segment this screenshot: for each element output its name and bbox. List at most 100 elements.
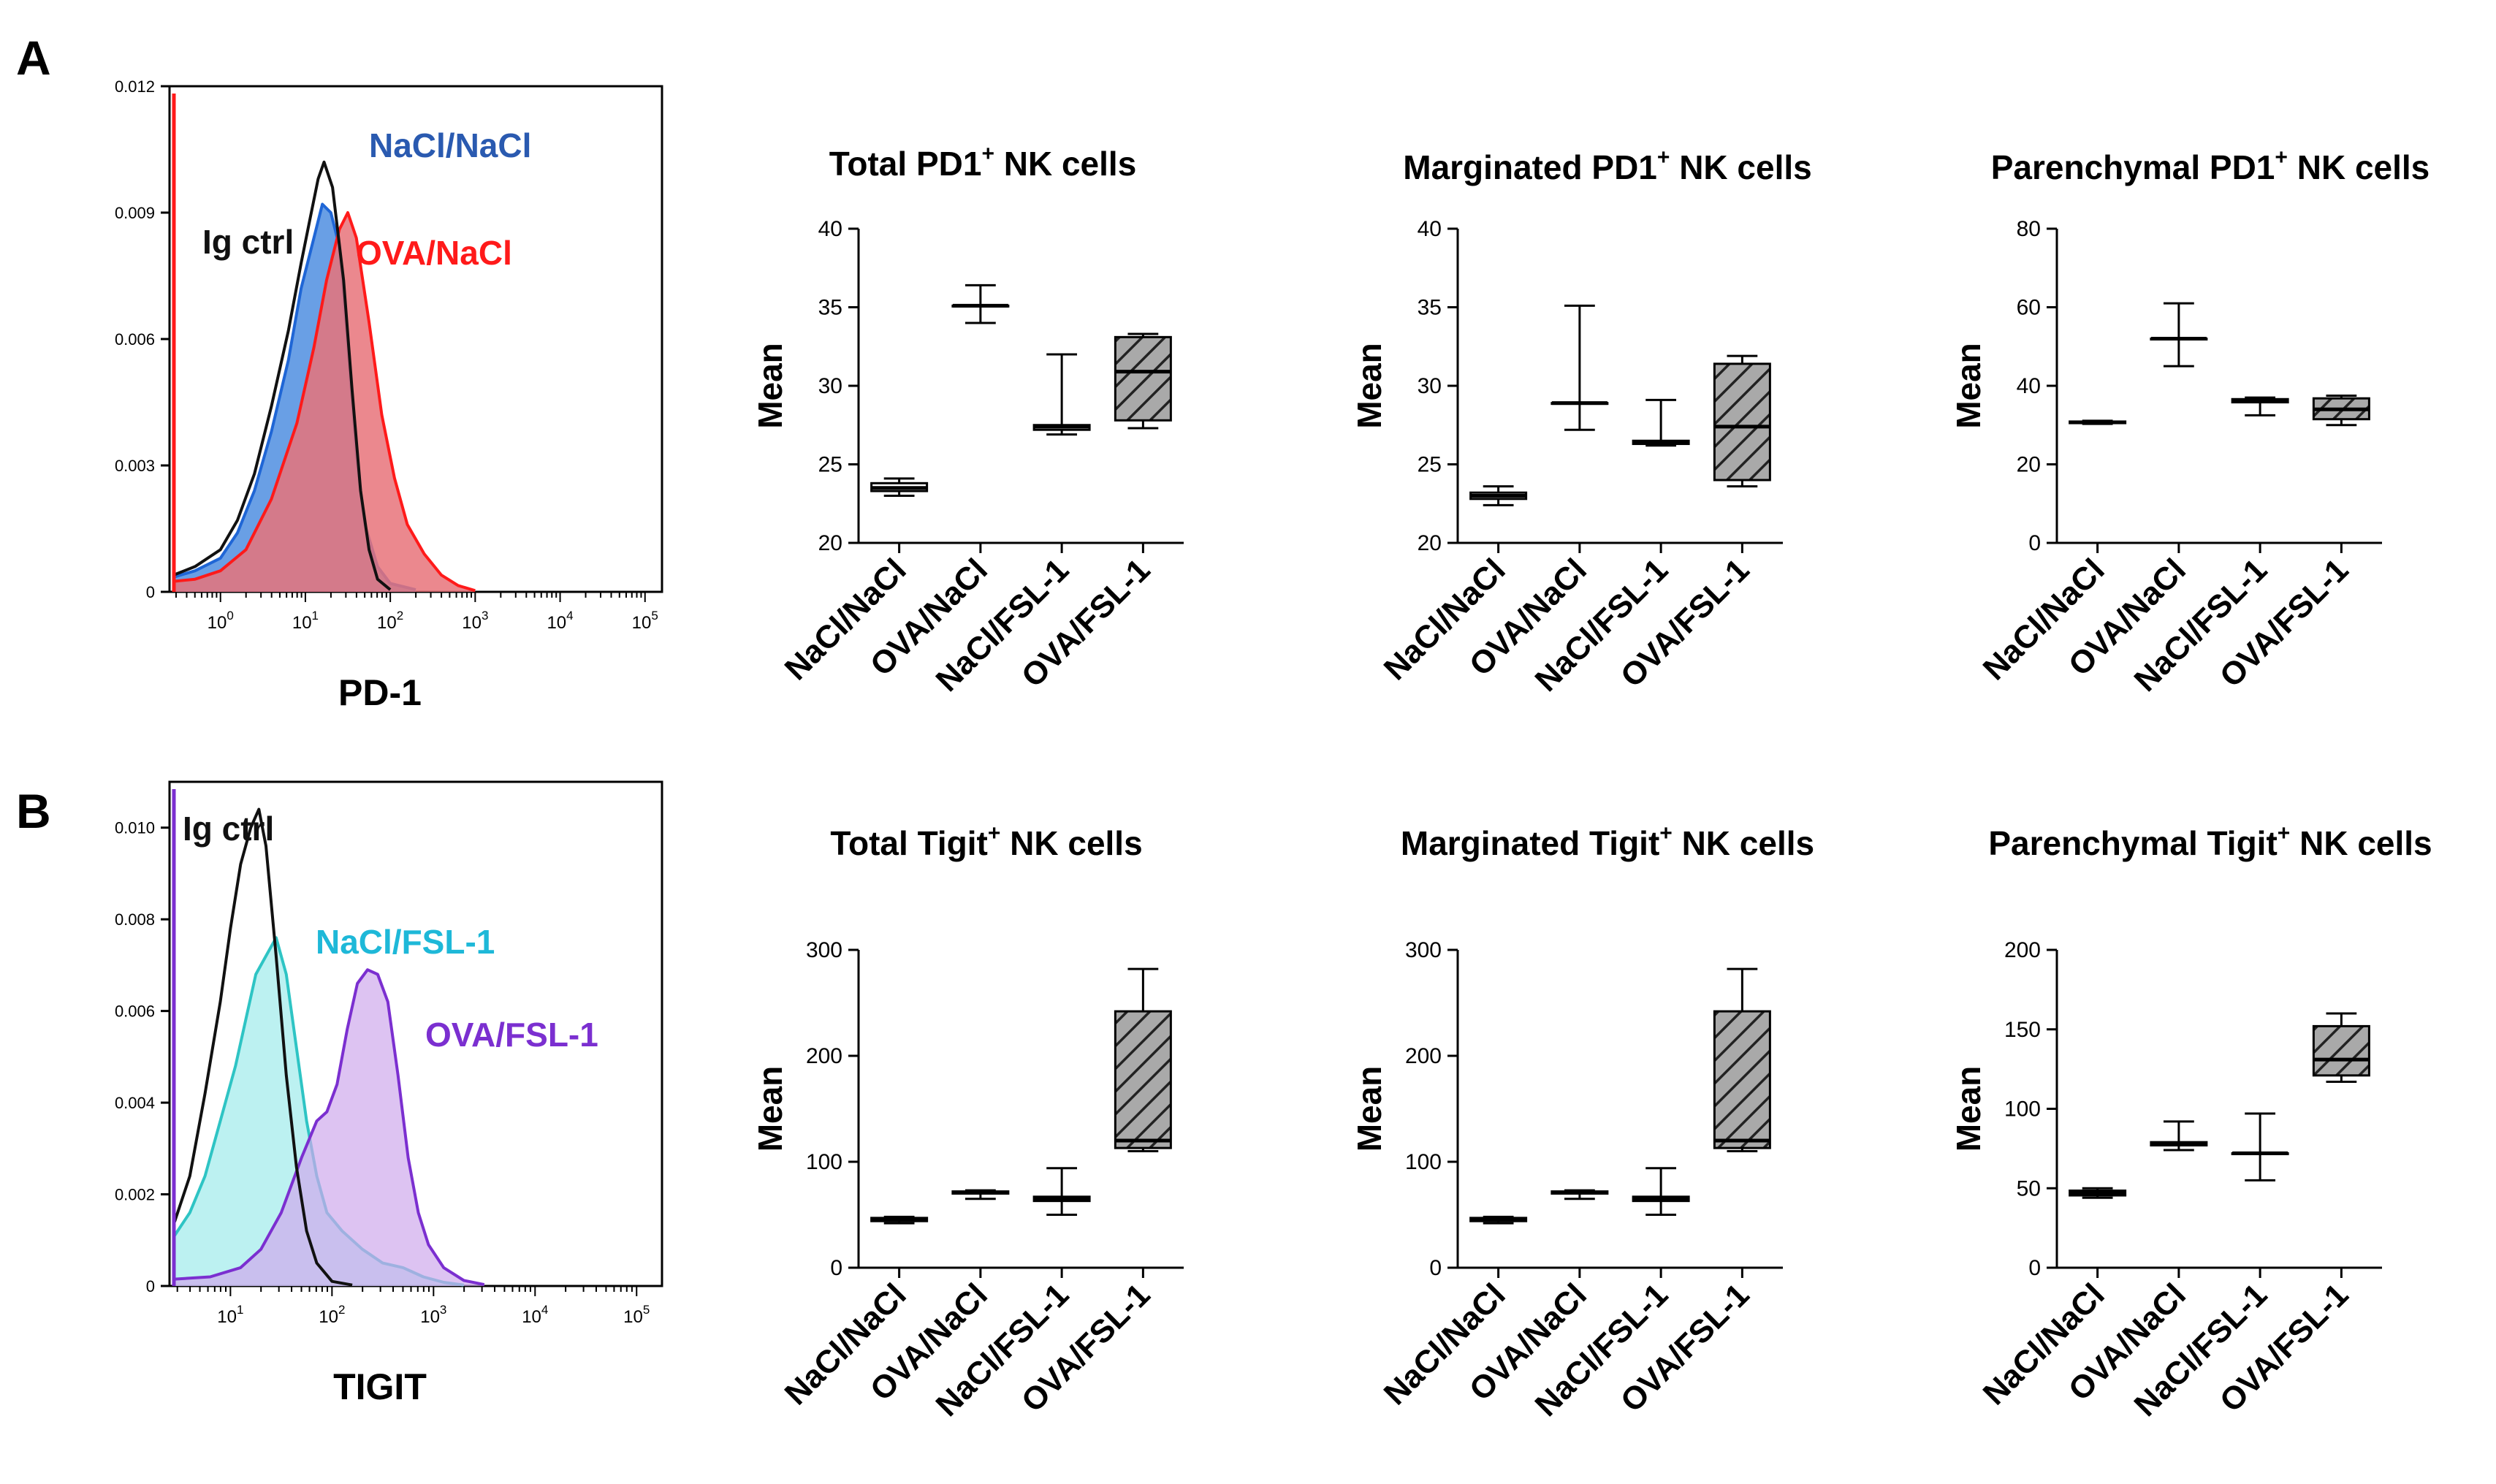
box-element [2231,396,2289,416]
box-element [1469,1215,1528,1225]
y-tick-label: 300 [1405,938,1442,962]
box-element [1032,353,1091,436]
y-tick-label: 150 [2004,1018,2041,1042]
y-tick-label: 20 [1418,531,1442,555]
y-axis-label: Mean [1350,1066,1388,1152]
y-tick-label: 30 [1418,374,1442,398]
box-element [870,1215,929,1225]
x-tick-base: 10 [623,1307,643,1327]
chart-title-suffix: NK cells [994,145,1136,183]
chart-title-sup: + [1659,821,1673,845]
series-area-0 [174,937,464,1286]
y-tick-label: 300 [806,938,842,962]
x-tick-label: 103 [462,609,488,633]
x-tick-base: 10 [462,613,482,633]
boxplot-parenchymal-pd1: Parenchymal PD1+ NK cells020406080MeanNa… [1949,145,2430,699]
x-tick-exp: 0 [227,609,233,623]
y-tick-label: 0 [146,583,155,601]
boxplot-total-tigit: Total Tigit+ NK cells0100200300MeanNaCl/… [751,821,1184,1423]
y-tick-label: 0 [2028,531,2041,555]
x-tick-label: 102 [319,1303,345,1327]
x-tick-base: 10 [319,1307,338,1327]
y-tick-label: 100 [2004,1097,2041,1122]
y-tick-label: 20 [2017,453,2041,477]
x-tick-exp: 2 [338,1303,345,1317]
y-tick-label: 100 [1405,1150,1442,1174]
y-tick-label: 25 [818,453,842,477]
box-element [951,284,1010,324]
boxplot-parenchymal-tigit: Parenchymal Tigit+ NK cells 0 50 100 150 200 M… [1949,821,2432,1423]
legend-entry: OVA/FSL-1 [425,1016,598,1054]
boxplot-marginated-pd1: Marginated PD1+ NK cells2025303540MeanNa… [1350,145,1812,699]
x-tick-base: 10 [632,613,652,633]
x-tick-label: 105 [632,609,658,633]
y-tick-label: 0 [1429,1256,1442,1280]
box-iqr [2312,1024,2370,1077]
box-element [2150,1120,2208,1152]
y-tick-label: 25 [1418,453,1442,477]
x-axis-label: PD-1 [338,672,422,713]
x-tick-base: 10 [292,613,312,633]
chart-title-sup: + [2278,821,2291,845]
chart-title: Total PD1+ NK cells [829,142,1137,183]
box-element [1551,1189,1609,1200]
y-tick-label: 0.008 [115,910,155,929]
panel-label-b: B [16,784,51,838]
x-tick-exp: 3 [440,1303,446,1317]
y-tick-label: 35 [818,296,842,320]
series-line-2 [173,160,392,591]
box-element [2069,419,2127,425]
x-tick-label: 102 [377,609,403,633]
x-tick-base: 10 [547,613,566,633]
x-tick-exp: 1 [237,1303,243,1317]
x-tick-label: 104 [547,609,573,633]
box-element [1713,354,1771,488]
x-tick-label: 100 [208,609,234,633]
y-tick-label: 0.004 [115,1094,155,1112]
x-tick-exp: 4 [541,1303,548,1317]
series-line-2 [173,807,353,1287]
box-element [2150,302,2208,368]
y-tick-label: 40 [818,217,842,241]
box-element [1114,332,1172,430]
chart-title: Parenchymal Tigit+ NK cells [1988,821,2432,862]
y-tick-label: 200 [2004,938,2041,962]
y-tick-label: 40 [1418,217,1442,241]
x-tick-exp: 3 [482,609,488,623]
boxplot-total-pd1: Total PD1+ NK cells2025303540MeanNaCl/Na… [751,142,1184,699]
box-element [2312,1012,2370,1084]
chart-title-main: Parenchymal PD1 [1991,148,2275,186]
x-tick-base: 10 [217,1307,237,1327]
y-tick-label: 80 [2017,217,2041,241]
legend-entry: NaCl/FSL-1 [316,923,495,961]
box-element [2069,1187,2127,1199]
y-axis-label: Mean [1949,343,1987,429]
y-axis-label: Mean [751,1066,789,1152]
chart-title-suffix: NK cells [1670,148,1811,186]
y-tick-label: 200 [1405,1044,1442,1068]
box-element [951,1189,1010,1200]
chart-title: Parenchymal PD1+ NK cells [1991,145,2430,186]
chart-title-main: Total PD1 [829,145,982,183]
series-area-1 [173,213,476,592]
box-iqr [1114,1010,1172,1149]
legend-entry: Ig ctrl [202,223,294,261]
box-element [2312,394,2370,427]
x-tick-exp: 1 [312,609,319,623]
x-tick-exp: 2 [397,609,403,623]
y-tick-label: 100 [806,1150,842,1174]
box-iqr [1713,362,1771,482]
y-tick-label: 20 [818,531,842,555]
chart-title-main: Parenchymal Tigit [1988,824,2277,862]
chart-title-suffix: NK cells [1000,824,1142,862]
chart-title-suffix: NK cells [1673,824,1814,862]
y-tick-label: 0.006 [115,1002,155,1021]
box-element [1114,967,1172,1152]
y-tick-label: 30 [818,374,842,398]
box-element [870,477,929,497]
x-tick-label: 101 [292,609,319,633]
box-element [1632,398,1690,447]
x-tick-label: 104 [522,1303,548,1327]
